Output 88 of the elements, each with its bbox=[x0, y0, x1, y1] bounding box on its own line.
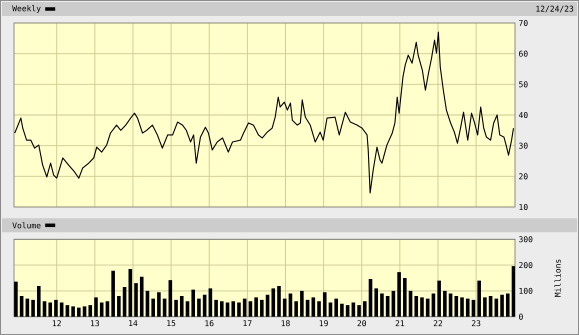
bar bbox=[117, 296, 121, 317]
bar bbox=[248, 301, 252, 317]
bar bbox=[374, 288, 378, 317]
bar bbox=[334, 298, 338, 317]
bar bbox=[146, 290, 150, 317]
bar bbox=[106, 301, 110, 317]
bar bbox=[94, 297, 98, 317]
bar bbox=[48, 302, 52, 317]
bar bbox=[403, 278, 407, 317]
bar bbox=[288, 293, 292, 317]
bar bbox=[231, 301, 236, 317]
bar bbox=[60, 302, 64, 317]
bar bbox=[77, 308, 81, 317]
bar bbox=[512, 266, 516, 317]
bar bbox=[71, 306, 75, 317]
bar bbox=[443, 290, 447, 317]
bar bbox=[214, 300, 218, 317]
bar bbox=[66, 305, 70, 317]
bar bbox=[386, 296, 390, 317]
bar bbox=[340, 304, 344, 317]
bar bbox=[180, 296, 184, 317]
bar bbox=[111, 270, 115, 317]
bar bbox=[128, 268, 132, 317]
bar bbox=[174, 300, 178, 317]
bar bbox=[483, 297, 487, 317]
bar bbox=[266, 294, 270, 317]
bar bbox=[352, 302, 356, 317]
bar bbox=[454, 296, 458, 317]
bar bbox=[494, 298, 498, 317]
bar bbox=[460, 297, 464, 317]
bar bbox=[260, 300, 264, 317]
bar bbox=[88, 305, 92, 317]
bar bbox=[506, 293, 510, 317]
bar bbox=[186, 301, 190, 317]
bar bbox=[122, 287, 126, 317]
bar bbox=[254, 297, 258, 317]
bar bbox=[26, 298, 30, 317]
bar bbox=[140, 276, 144, 317]
bar bbox=[82, 306, 86, 317]
bar bbox=[197, 298, 201, 317]
bar bbox=[437, 280, 441, 317]
bar bbox=[420, 297, 424, 317]
bar bbox=[237, 302, 241, 317]
bar bbox=[322, 292, 327, 317]
bar bbox=[306, 300, 310, 317]
bar bbox=[408, 290, 412, 317]
bar bbox=[488, 296, 492, 317]
bar bbox=[368, 279, 372, 317]
bar bbox=[162, 298, 166, 317]
bar bbox=[242, 298, 246, 317]
bar bbox=[100, 302, 104, 317]
bar bbox=[151, 298, 155, 317]
bar bbox=[472, 300, 476, 317]
bar bbox=[357, 305, 361, 317]
bar bbox=[477, 280, 481, 317]
bar bbox=[392, 290, 396, 317]
bar bbox=[208, 288, 212, 317]
bar bbox=[282, 298, 287, 317]
bar bbox=[271, 288, 276, 317]
bar bbox=[202, 294, 206, 317]
line-series bbox=[14, 32, 514, 194]
bar bbox=[134, 283, 138, 317]
bar bbox=[500, 294, 504, 317]
bar bbox=[397, 272, 401, 317]
bar bbox=[317, 301, 321, 317]
bar bbox=[380, 293, 384, 317]
bar bbox=[312, 297, 316, 317]
bar bbox=[414, 296, 418, 317]
bar bbox=[466, 298, 470, 317]
bar bbox=[20, 296, 24, 317]
bar bbox=[294, 301, 298, 317]
bar bbox=[42, 301, 46, 317]
bar bbox=[191, 290, 196, 317]
bar bbox=[346, 305, 350, 317]
bar bbox=[36, 286, 41, 317]
bar bbox=[168, 280, 172, 317]
bar bbox=[157, 292, 161, 317]
bar bbox=[277, 286, 281, 317]
bar bbox=[426, 298, 430, 317]
bar bbox=[362, 301, 367, 317]
bar bbox=[31, 300, 35, 317]
bar bbox=[54, 300, 58, 317]
bar bbox=[328, 302, 332, 317]
bar bbox=[448, 293, 452, 317]
bar bbox=[220, 301, 224, 317]
bar bbox=[300, 290, 304, 317]
bar bbox=[432, 293, 436, 317]
bar bbox=[226, 302, 230, 317]
